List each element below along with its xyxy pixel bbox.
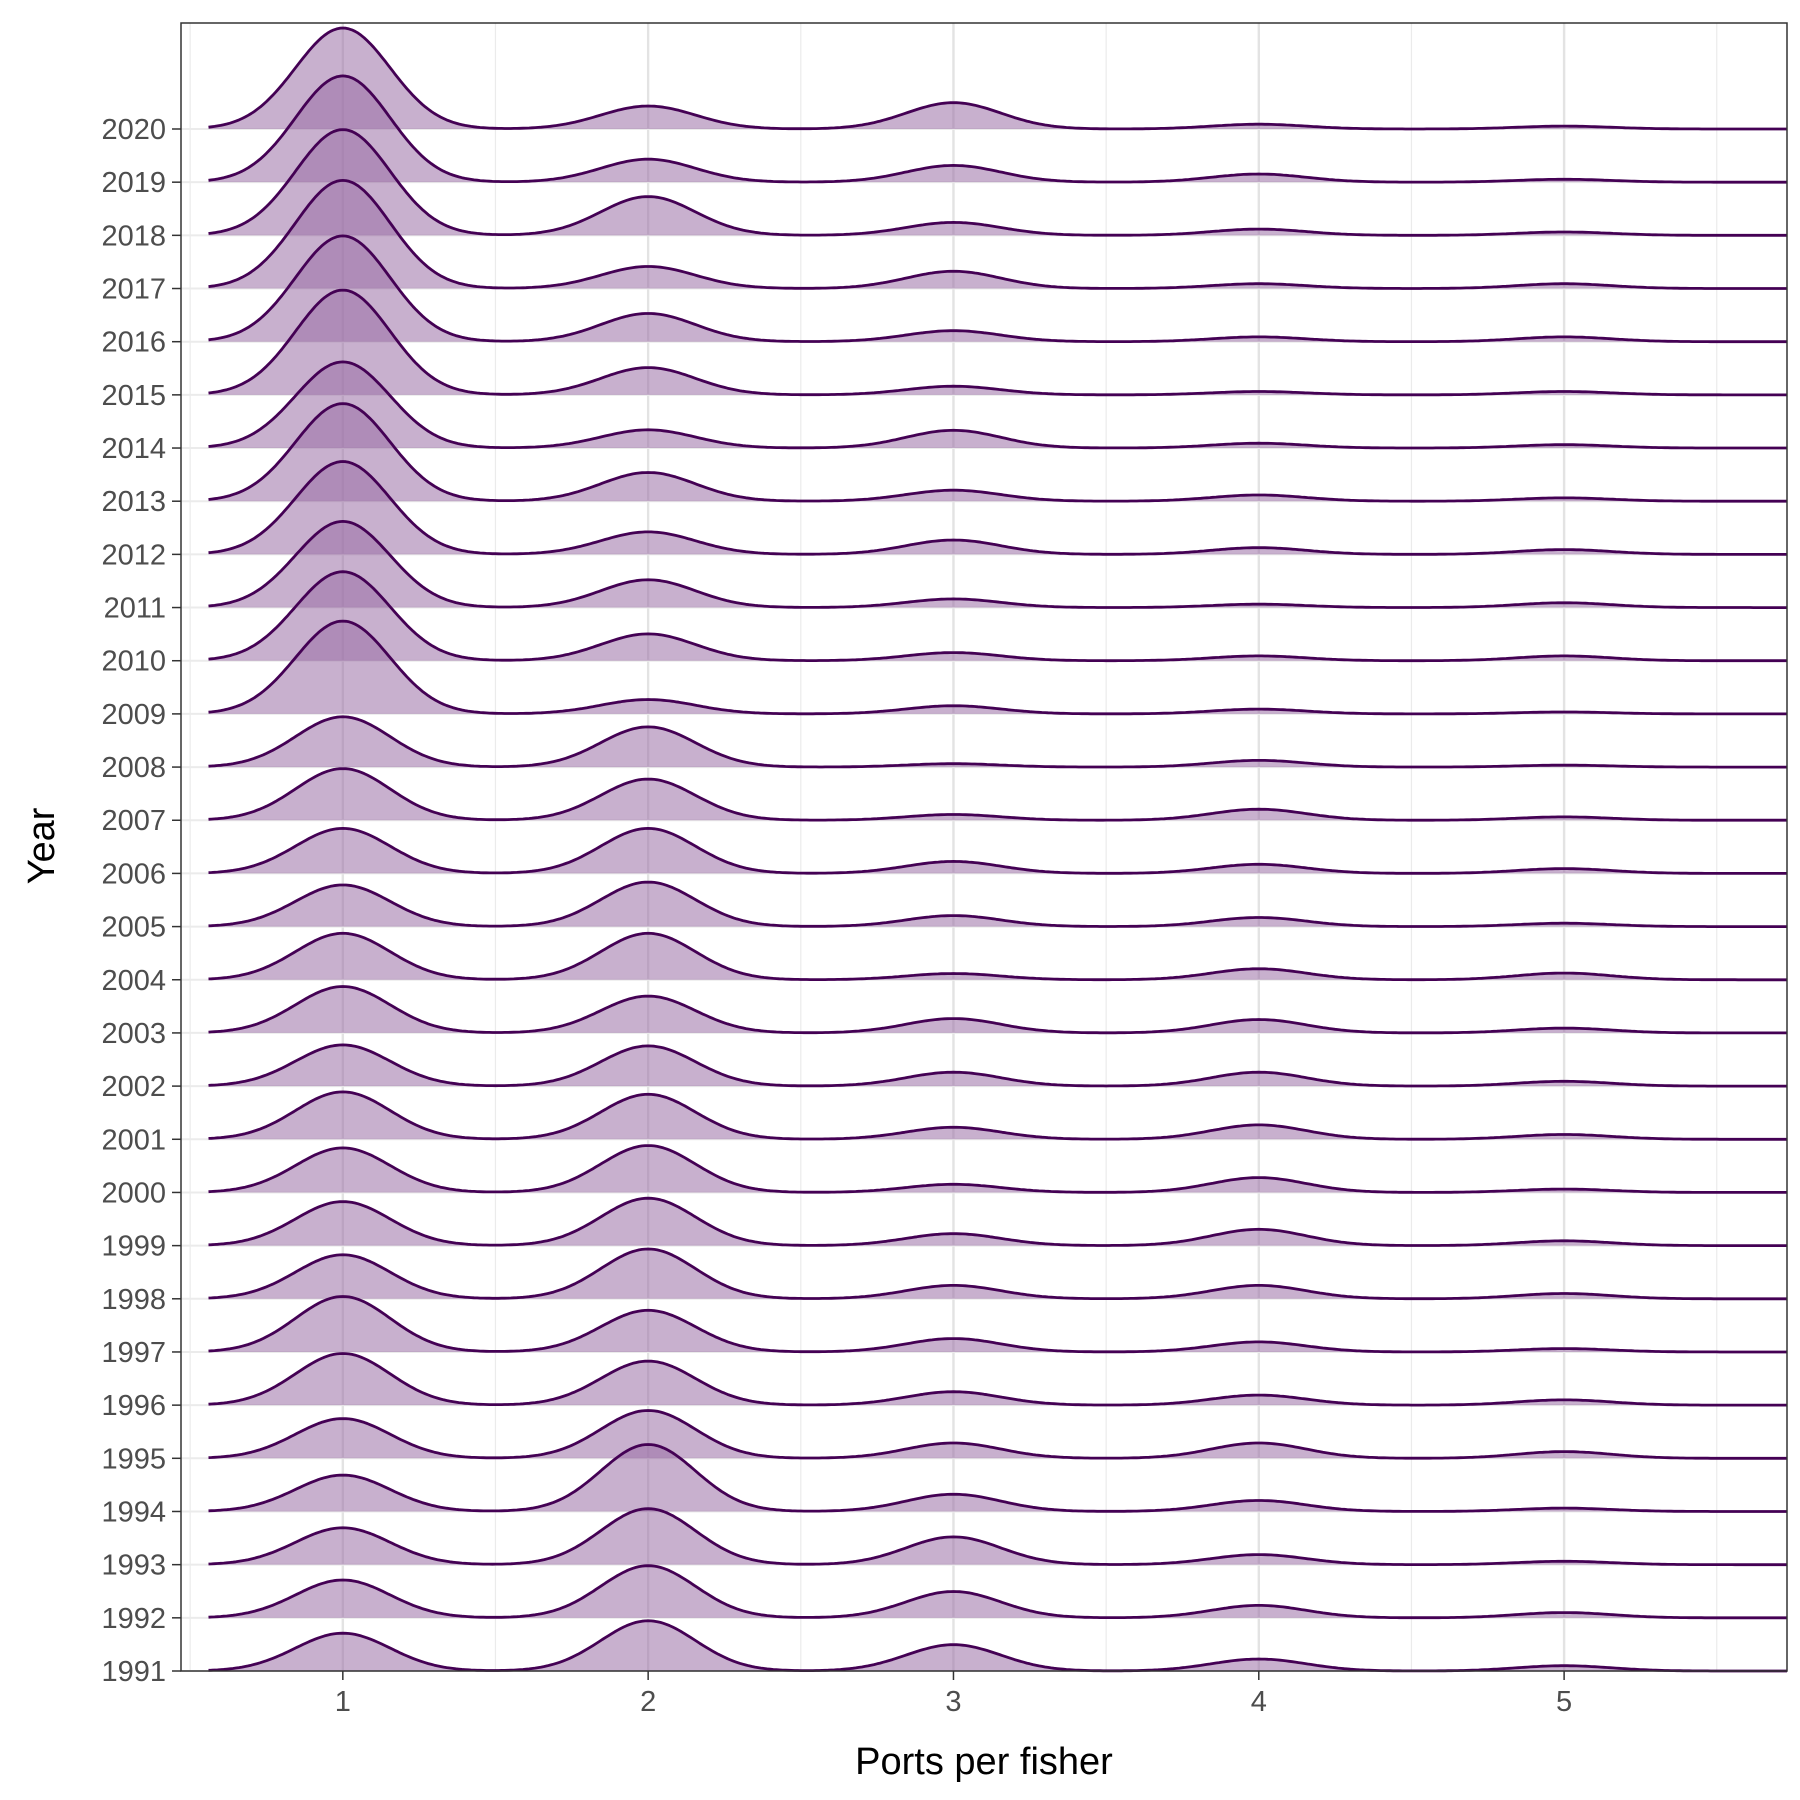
ridge-line-2006: [208, 827, 1787, 875]
ridge-area-2000: [208, 1145, 1787, 1193]
y-tick-label: 1996: [101, 1390, 166, 1422]
ridge-area-1993: [208, 1508, 1787, 1565]
y-tick-label: 1991: [101, 1656, 166, 1688]
ridge-line-1993: [208, 1507, 1787, 1567]
ridge-line-1994: [208, 1443, 1787, 1513]
ridge-area-2001: [208, 1091, 1787, 1140]
ridge-area-1991: [208, 1620, 1787, 1671]
ridge-area-1995: [208, 1410, 1787, 1459]
y-tick-label: 2011: [104, 593, 166, 625]
ridge-line-2002: [208, 1043, 1787, 1088]
y-axis: 1991 1992 1993 1994 1995 1996 1997 1998 1999 2000…: [101, 114, 181, 1688]
y-tick-label: 1998: [101, 1284, 166, 1316]
y-tick-label: 2018: [101, 220, 166, 252]
ridge-line-2017: [208, 179, 1787, 290]
ridge-area-2004: [208, 933, 1787, 980]
y-tick-label: 1995: [101, 1443, 166, 1475]
y-tick-label: 2019: [101, 167, 166, 199]
ridge-line-1999: [208, 1196, 1787, 1247]
ridge-line-2011: [208, 520, 1787, 609]
ridge-line-1991: [208, 1619, 1787, 1673]
ridge-area-1998: [208, 1249, 1787, 1299]
ridge-area-2005: [208, 882, 1787, 927]
y-tick-label: 2010: [101, 646, 166, 678]
y-tick-label: 1993: [101, 1550, 166, 1582]
y-tick-label: 2014: [101, 433, 166, 465]
ridges: [208, 26, 1787, 1673]
y-tick-label: 2016: [101, 327, 166, 359]
ridge-line-2009: [208, 619, 1787, 716]
ridge-line-2000: [208, 1144, 1787, 1194]
ridge-area-1992: [208, 1565, 1787, 1618]
ridge-area-2007: [208, 768, 1787, 821]
ridge-line-2005: [208, 880, 1787, 928]
ridge-line-2003: [208, 985, 1787, 1035]
ridge-line-2015: [208, 288, 1787, 397]
ridge-line-1997: [208, 1295, 1787, 1354]
ridge-line-2019: [208, 74, 1787, 184]
y-tick-label: 2006: [101, 858, 166, 890]
y-tick-label: 1997: [101, 1337, 166, 1369]
y-tick-label: 2001: [101, 1124, 166, 1156]
ridge-line-1992: [208, 1564, 1787, 1620]
ridge-line-2020: [208, 26, 1787, 131]
ridge-line-2008: [208, 715, 1787, 769]
x-axis: 1 2 3 4 5: [335, 1671, 1572, 1718]
y-tick-label: 2009: [101, 699, 166, 731]
ridge-line-2012: [208, 460, 1787, 556]
y-tick-label: 2013: [101, 486, 166, 518]
x-tick-label: 4: [1251, 1686, 1267, 1718]
ridge-area-2006: [208, 828, 1787, 874]
x-tick-label: 5: [1556, 1686, 1572, 1718]
x-tick-label: 1: [335, 1686, 351, 1718]
ridge-area-2002: [208, 1044, 1787, 1087]
x-axis-title: Ports per fisher: [855, 1741, 1113, 1783]
y-tick-label: 1992: [101, 1603, 166, 1635]
y-tick-label: 2020: [101, 114, 166, 146]
y-tick-label: 2005: [101, 912, 166, 944]
ridge-line-1998: [208, 1247, 1787, 1301]
y-tick-label: 2003: [101, 1018, 166, 1050]
ridge-line-2013: [208, 402, 1787, 503]
x-tick-label: 2: [640, 1686, 656, 1718]
ridge-area-1999: [208, 1198, 1787, 1246]
y-tick-label: 2000: [101, 1177, 166, 1209]
ridge-area-1994: [208, 1444, 1787, 1512]
y-tick-label: 2008: [101, 752, 166, 784]
ridge-line-1996: [208, 1352, 1787, 1407]
y-tick-label: 2004: [101, 965, 166, 997]
ridge-line-1995: [208, 1409, 1787, 1460]
y-tick-label: 2015: [101, 380, 166, 412]
y-tick-label: 2017: [101, 274, 166, 306]
x-tick-label: 3: [945, 1686, 961, 1718]
y-tick-label: 1994: [101, 1496, 166, 1528]
ridge-area-2003: [208, 986, 1787, 1033]
plot-panel-border: [180, 22, 1788, 1672]
ridge-line-2016: [208, 234, 1787, 344]
ridge-area-2009: [208, 621, 1787, 714]
y-tick-label: 1999: [101, 1231, 166, 1263]
ridge-area-2008: [208, 716, 1787, 768]
ridge-area-1996: [208, 1353, 1787, 1406]
ridge-area-1997: [208, 1296, 1787, 1352]
y-tick-label: 2007: [101, 805, 166, 837]
y-tick-label: 2002: [101, 1071, 166, 1103]
ridge-line-2001: [208, 1090, 1787, 1141]
ridge-line-2007: [208, 767, 1787, 822]
ridge-line-2010: [208, 570, 1787, 663]
ridge-line-2004: [208, 931, 1787, 982]
ridge-line-2014: [208, 360, 1787, 450]
y-tick-label: 2012: [101, 539, 166, 571]
ridge-line-2018: [208, 128, 1787, 237]
y-axis-title: Year: [21, 807, 63, 884]
